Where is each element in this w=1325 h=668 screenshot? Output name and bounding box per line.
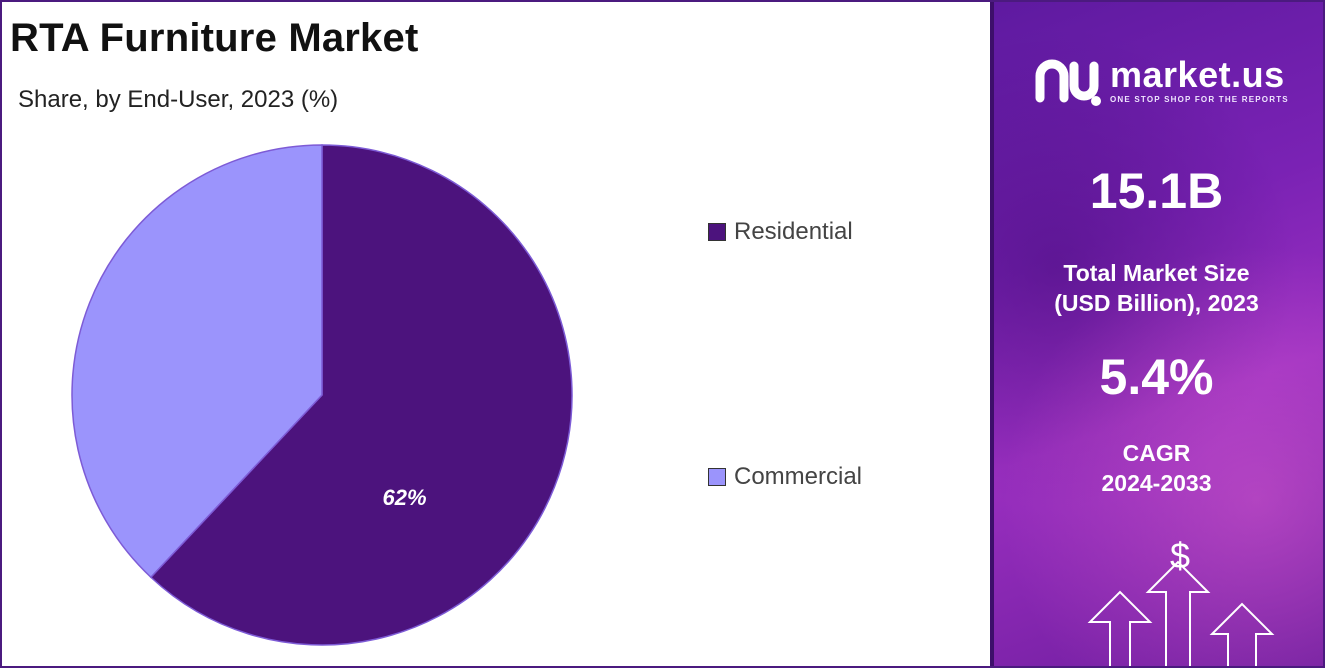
legend-swatch-commercial <box>708 468 726 486</box>
brand-logo: market.us ONE STOP SHOP FOR THE REPORTS <box>1034 52 1289 108</box>
market-us-logo-icon <box>1035 59 1101 106</box>
market-size-value: 15.1B <box>1089 163 1224 219</box>
arrow-up-icon <box>1087 590 1153 666</box>
panel-divider <box>990 2 994 666</box>
pie-slice-residential <box>149 144 573 646</box>
data-label-residential: 62% <box>383 485 427 510</box>
cagr-label-line2: 2024-2033 <box>1101 470 1212 496</box>
arrow-up-icon <box>1209 602 1275 666</box>
cagr-value: 5.4% <box>1099 349 1214 405</box>
cagr-label-line1: CAGR <box>1122 440 1191 466</box>
arrow-up-icon <box>1145 560 1211 666</box>
summary-panel: market.us ONE STOP SHOP FOR THE REPORTS … <box>990 2 1323 666</box>
pie-chart: 62% <box>71 144 573 646</box>
chart-title: RTA Furniture Market <box>10 16 419 60</box>
growth-arrows-decoration: $ <box>1087 535 1275 666</box>
market-size-label-line2: (USD Billion), 2023 <box>1054 290 1259 316</box>
market-size-label-line1: Total Market Size <box>1063 260 1250 286</box>
chart-subtitle: Share, by End-User, 2023 (%) <box>18 86 339 113</box>
legend-swatch-residential <box>708 223 726 241</box>
legend-label-residential: Residential <box>734 218 853 245</box>
legend-item-commercial: Commercial <box>708 463 862 491</box>
legend-item-residential: Residential <box>708 218 853 246</box>
chart-panel: RTA Furniture Market Share, by End-User,… <box>2 2 990 666</box>
legend-label-commercial: Commercial <box>734 463 863 490</box>
brand-tagline: ONE STOP SHOP FOR THE REPORTS <box>1110 94 1289 104</box>
brand-name: market.us <box>1110 53 1285 95</box>
pie-slice-commercial <box>71 144 323 579</box>
